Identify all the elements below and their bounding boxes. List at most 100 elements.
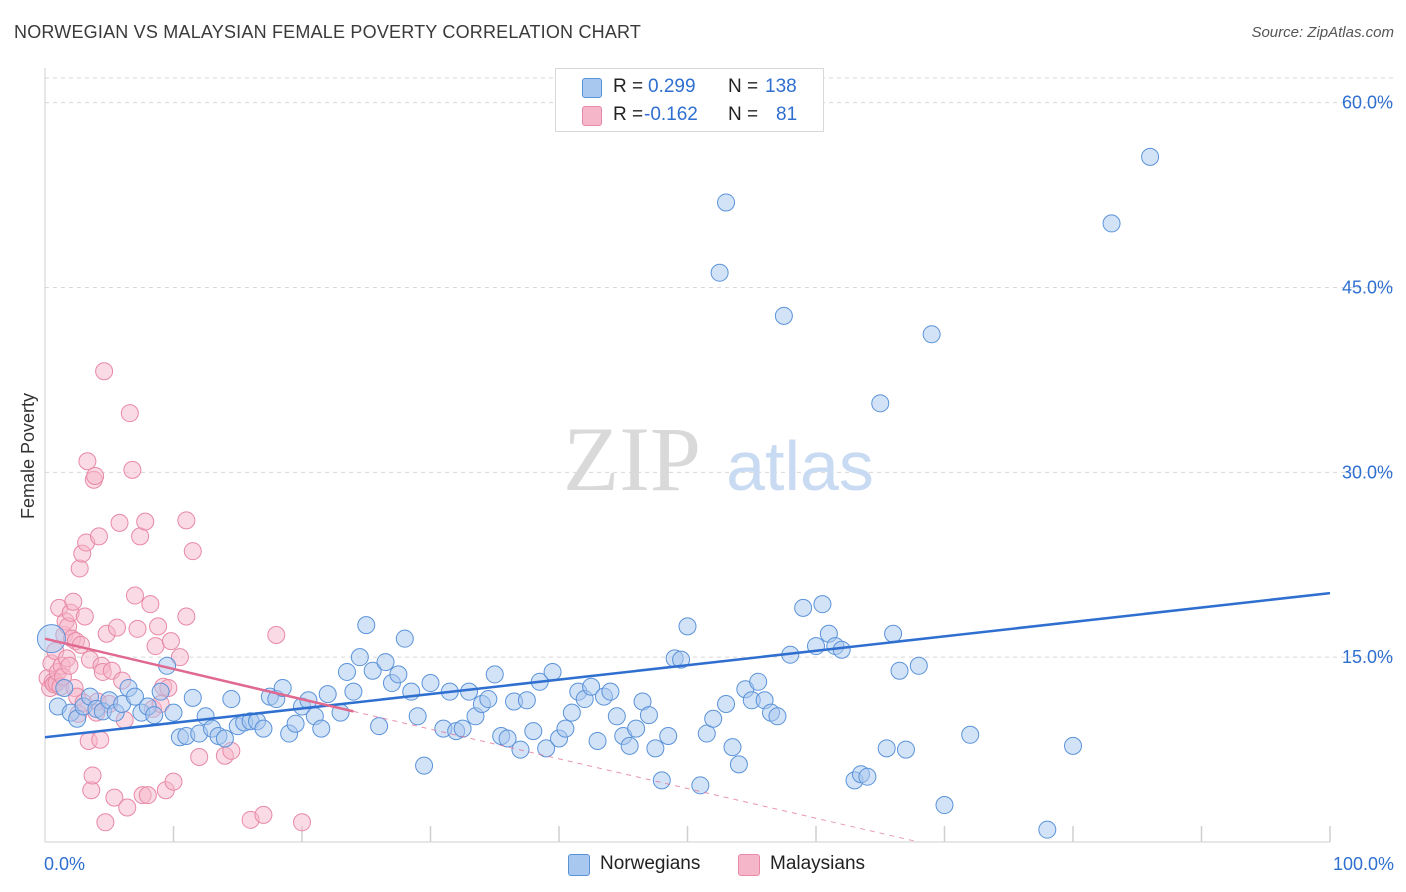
axes <box>44 68 1331 843</box>
malaysian-point <box>183 542 202 561</box>
malaysian-point <box>60 656 79 675</box>
norwegians-legend-swatch <box>568 854 590 876</box>
x-tick-labels: 0.0% 100.0% <box>44 854 1394 874</box>
malaysian-point <box>177 607 196 626</box>
norwegian-point <box>479 690 498 709</box>
malaysian-point <box>123 460 142 479</box>
malaysians-r-value: -0.162 <box>644 104 698 125</box>
norwegian-point <box>337 662 356 681</box>
watermark-atlas: atlas <box>726 427 874 505</box>
norwegian-point <box>627 719 646 738</box>
norwegian-point <box>344 682 363 701</box>
norwegian-point <box>588 731 607 750</box>
malaysian-point <box>254 805 273 824</box>
malaysian-trend-line <box>44 637 354 713</box>
norwegian-point <box>768 707 787 726</box>
malaysian-point <box>110 513 129 532</box>
norwegian-point <box>453 719 472 738</box>
norwegian-point <box>562 703 581 722</box>
norwegian-point <box>704 709 723 728</box>
norwegian-point <box>729 755 748 774</box>
y-axis-label: Female Poverty <box>18 393 38 519</box>
malaysian-point <box>146 637 165 656</box>
norwegian-point <box>813 595 832 614</box>
norwegian-point <box>717 193 736 212</box>
norwegian-point <box>890 661 909 680</box>
trend-lines <box>44 591 1331 843</box>
y-tick-labels: 15.0% 30.0% 45.0% 60.0% <box>1342 93 1393 668</box>
norwegian-point <box>36 624 66 654</box>
malaysian-point <box>96 813 115 832</box>
norwegian-point <box>877 739 896 758</box>
y-tick-label-3: 60.0% <box>1342 93 1393 113</box>
malaysian-point <box>95 362 114 381</box>
norwegian-point <box>370 717 389 736</box>
norwegians-swatch <box>582 78 602 98</box>
malaysian-point <box>177 511 196 530</box>
norwegian-point <box>1064 736 1082 755</box>
norwegian-point <box>183 688 202 707</box>
watermark-zip: ZIP <box>563 408 701 510</box>
norwegian-point <box>395 629 414 648</box>
norwegian-point <box>884 624 903 643</box>
norwegian-point <box>125 687 144 706</box>
norwegian-point <box>556 719 575 738</box>
malaysian-point <box>64 592 83 611</box>
malaysians-r-label: R = <box>613 104 644 125</box>
norwegians-r-label: R = <box>613 76 644 97</box>
norwegian-point <box>639 706 658 725</box>
grid-lines <box>45 77 1395 658</box>
malaysian-point <box>267 625 286 644</box>
malaysian-point <box>105 788 124 807</box>
norwegian-point <box>896 740 915 759</box>
norwegian-point <box>794 598 813 617</box>
malaysian-points <box>38 362 311 832</box>
norwegians-r-value: 0.299 <box>648 76 696 97</box>
norwegian-point <box>774 306 793 325</box>
malaysian-point <box>120 404 139 423</box>
malaysians-legend-label: Malaysians <box>770 853 866 874</box>
norwegian-point <box>222 690 241 709</box>
norwegian-point <box>1038 820 1057 839</box>
y-tick-label-2: 45.0% <box>1342 277 1393 297</box>
norwegian-point <box>607 707 626 726</box>
malaysian-point <box>70 559 89 578</box>
norwegian-point <box>909 656 928 675</box>
malaysian-point <box>170 648 189 667</box>
norwegian-point <box>922 325 941 344</box>
norwegian-point <box>318 685 337 704</box>
y-tick-label-0: 15.0% <box>1342 647 1393 667</box>
legend-row-malaysians: R = -0.162 N = 81 <box>556 101 823 129</box>
norwegian-point <box>723 738 742 757</box>
malaysian-point <box>149 617 168 636</box>
malaysian-point <box>86 467 105 486</box>
norwegian-point <box>543 662 562 681</box>
x-tick-label-0: 0.0% <box>44 854 85 874</box>
norwegian-point <box>582 677 601 696</box>
malaysian-point <box>83 766 102 785</box>
malaysian-point <box>89 527 108 546</box>
malaysian-point <box>164 772 183 791</box>
malaysians-n-label: N = <box>728 104 759 125</box>
norwegian-point <box>408 707 427 726</box>
norwegian-point <box>498 729 517 748</box>
norwegian-point <box>485 665 504 684</box>
norwegian-point <box>286 714 305 733</box>
norwegian-points <box>36 147 1160 839</box>
norwegian-point <box>215 729 234 748</box>
norwegian-point <box>55 678 74 697</box>
norwegian-point <box>749 672 768 691</box>
norwegians-n-value: 138 <box>765 76 797 97</box>
norwegian-point <box>145 706 164 725</box>
malaysians-swatch <box>582 106 602 126</box>
malaysians-legend-swatch <box>738 854 760 876</box>
norwegian-point <box>389 665 408 684</box>
norwegian-point <box>164 703 183 722</box>
norwegian-point <box>717 694 736 713</box>
norwegian-point <box>620 736 639 755</box>
norwegian-point <box>659 727 678 746</box>
norwegian-point <box>646 739 665 758</box>
malaysian-point <box>125 586 144 605</box>
malaysian-trend-extension <box>353 710 919 843</box>
